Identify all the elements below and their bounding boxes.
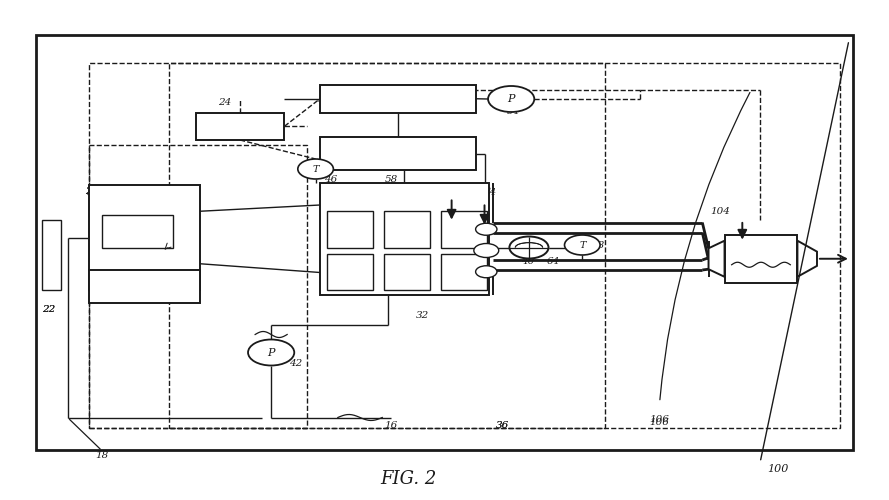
Circle shape xyxy=(298,159,333,179)
Text: 64: 64 xyxy=(547,258,559,266)
Text: 20: 20 xyxy=(85,186,98,196)
Text: 36: 36 xyxy=(496,422,509,430)
Text: P: P xyxy=(268,348,275,358)
Text: 22: 22 xyxy=(43,306,55,314)
FancyBboxPatch shape xyxy=(36,35,853,450)
Text: 42: 42 xyxy=(290,359,302,368)
Text: 50: 50 xyxy=(318,94,331,104)
Text: 14: 14 xyxy=(458,225,470,234)
Text: 14: 14 xyxy=(344,267,356,276)
Text: 102: 102 xyxy=(751,250,771,259)
FancyBboxPatch shape xyxy=(102,215,173,248)
FancyBboxPatch shape xyxy=(320,182,489,295)
Text: 34: 34 xyxy=(485,188,497,197)
Text: Electric: Electric xyxy=(125,277,164,286)
Text: T: T xyxy=(312,164,319,173)
Circle shape xyxy=(509,236,549,258)
Text: Exhaust: Exhaust xyxy=(378,144,418,154)
Circle shape xyxy=(474,244,499,258)
FancyBboxPatch shape xyxy=(196,112,284,140)
Text: 14: 14 xyxy=(344,225,356,234)
Text: P: P xyxy=(508,94,515,104)
Polygon shape xyxy=(797,240,817,277)
Text: 106: 106 xyxy=(650,416,669,424)
FancyBboxPatch shape xyxy=(725,235,797,282)
Text: 58: 58 xyxy=(385,174,397,184)
Text: 12: 12 xyxy=(478,187,491,196)
Text: 60: 60 xyxy=(431,186,444,196)
FancyBboxPatch shape xyxy=(42,220,61,290)
Text: ICE: ICE xyxy=(96,250,114,258)
Circle shape xyxy=(565,235,600,255)
Circle shape xyxy=(476,223,497,235)
FancyBboxPatch shape xyxy=(320,138,476,170)
Text: 106: 106 xyxy=(650,418,669,427)
Circle shape xyxy=(248,340,294,365)
Text: Cooling Fluid: Cooling Fluid xyxy=(363,94,433,104)
Text: 22: 22 xyxy=(43,306,55,314)
Text: 14: 14 xyxy=(401,225,413,234)
FancyBboxPatch shape xyxy=(89,185,200,290)
Text: 32: 32 xyxy=(416,312,428,320)
Text: Treatment Fluid: Treatment Fluid xyxy=(357,156,438,165)
Text: 16: 16 xyxy=(385,422,397,430)
Circle shape xyxy=(476,266,497,278)
Text: 20: 20 xyxy=(85,186,98,196)
FancyBboxPatch shape xyxy=(327,254,373,290)
Text: 24: 24 xyxy=(219,98,231,107)
Polygon shape xyxy=(709,240,725,277)
FancyBboxPatch shape xyxy=(384,211,430,248)
FancyBboxPatch shape xyxy=(441,211,487,248)
Text: 36: 36 xyxy=(496,422,509,430)
Text: ECU: ECU xyxy=(125,227,150,236)
FancyBboxPatch shape xyxy=(441,254,487,290)
FancyBboxPatch shape xyxy=(327,211,373,248)
Text: 26: 26 xyxy=(161,242,173,250)
FancyBboxPatch shape xyxy=(89,270,200,302)
Text: FIG. 2: FIG. 2 xyxy=(380,470,437,488)
Text: Controller: Controller xyxy=(212,122,268,131)
Text: 100: 100 xyxy=(767,464,789,474)
Text: 18: 18 xyxy=(96,452,108,460)
FancyBboxPatch shape xyxy=(320,85,476,112)
Text: 40: 40 xyxy=(521,258,533,266)
Text: Drive Module: Drive Module xyxy=(111,290,178,299)
Circle shape xyxy=(488,86,534,112)
Text: 48: 48 xyxy=(591,240,604,250)
Text: 14: 14 xyxy=(401,267,413,276)
Text: 54: 54 xyxy=(508,108,520,116)
Text: 46: 46 xyxy=(324,174,337,184)
Text: 14: 14 xyxy=(458,267,470,276)
FancyBboxPatch shape xyxy=(384,254,430,290)
Text: T: T xyxy=(579,240,586,250)
Text: Battery Pack: Battery Pack xyxy=(361,187,428,196)
Text: 104: 104 xyxy=(710,206,730,216)
